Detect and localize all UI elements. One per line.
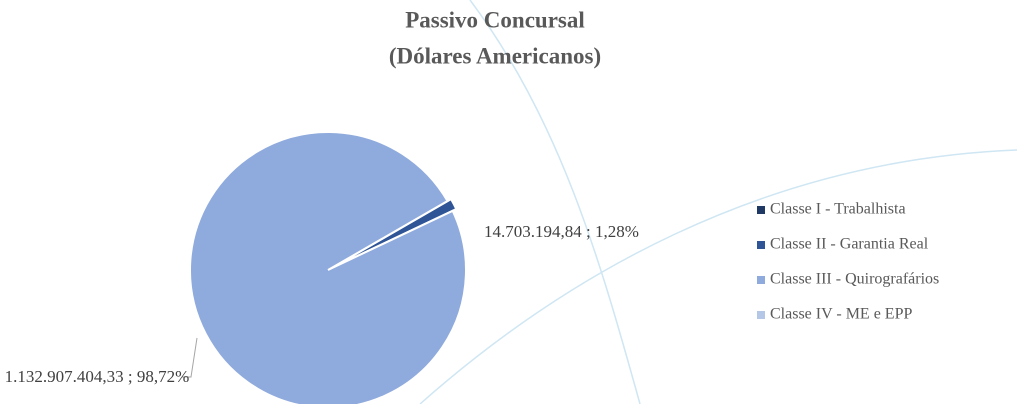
legend-swatch: [757, 206, 765, 214]
decor-curve: [469, 0, 641, 404]
pie-slice: [189, 131, 467, 404]
legend-swatch: [757, 241, 765, 249]
legend-label: Classe III - Quirografários: [770, 271, 939, 288]
chart-title: Passivo Concursal: [405, 7, 585, 32]
chart-title: (Dólares Americanos): [389, 43, 601, 68]
legend-label: Classe II - Garantia Real: [770, 236, 929, 253]
data-label: 14.703.194,84 ; 1,28%: [484, 222, 639, 241]
leader-line: [182, 337, 198, 378]
decor-curve: [419, 149, 1017, 404]
legend-label: Classe I - Trabalhista: [770, 201, 906, 218]
legend-swatch: [757, 276, 765, 284]
legend-swatch: [757, 311, 765, 319]
legend-label: Classe IV - ME e EPP: [770, 306, 912, 323]
data-label: 1.132.907.404,33 ; 98,72%: [4, 367, 190, 386]
